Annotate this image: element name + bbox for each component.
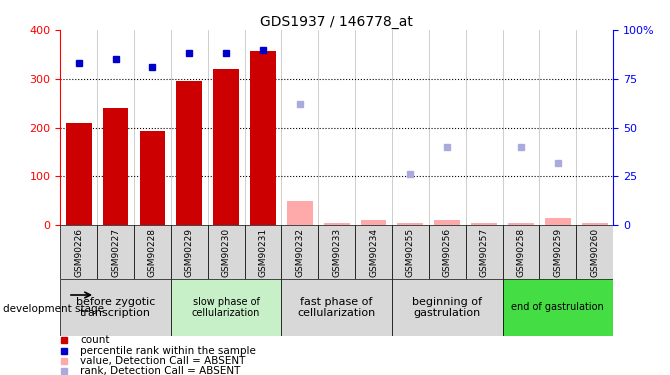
Text: GSM90226: GSM90226 <box>74 228 83 277</box>
Bar <box>97 225 134 279</box>
Bar <box>502 225 539 279</box>
Bar <box>171 279 281 336</box>
Bar <box>582 223 608 225</box>
Text: end of gastrulation: end of gastrulation <box>511 303 604 312</box>
Bar <box>245 225 281 279</box>
Bar <box>539 225 576 279</box>
Bar <box>429 225 466 279</box>
Text: GSM90233: GSM90233 <box>332 228 341 277</box>
Bar <box>466 225 502 279</box>
Text: GSM90228: GSM90228 <box>148 228 157 277</box>
Bar <box>471 223 497 225</box>
Text: GSM90260: GSM90260 <box>590 228 599 277</box>
Bar <box>60 279 171 336</box>
Text: GSM90230: GSM90230 <box>222 228 230 277</box>
Title: GDS1937 / 146778_at: GDS1937 / 146778_at <box>260 15 413 29</box>
Bar <box>213 69 239 225</box>
Bar <box>103 108 129 225</box>
Text: slow phase of
cellularization: slow phase of cellularization <box>192 297 261 318</box>
Text: development stage: development stage <box>3 304 105 314</box>
Bar <box>434 220 460 225</box>
Bar <box>324 223 350 225</box>
Text: rank, Detection Call = ABSENT: rank, Detection Call = ABSENT <box>80 366 241 375</box>
Bar <box>355 225 392 279</box>
Bar <box>508 223 534 225</box>
Text: percentile rank within the sample: percentile rank within the sample <box>80 346 256 355</box>
Bar <box>392 225 429 279</box>
Text: beginning of
gastrulation: beginning of gastrulation <box>412 297 482 318</box>
Bar <box>176 81 202 225</box>
Bar <box>139 131 165 225</box>
Text: count: count <box>80 335 110 345</box>
Bar <box>576 225 613 279</box>
Bar <box>66 123 92 225</box>
Bar <box>60 225 97 279</box>
Bar <box>392 279 502 336</box>
Text: GSM90234: GSM90234 <box>369 228 378 277</box>
Text: GSM90257: GSM90257 <box>480 228 488 277</box>
Text: GSM90231: GSM90231 <box>259 228 267 277</box>
Text: before zygotic
transcription: before zygotic transcription <box>76 297 155 318</box>
Bar <box>502 279 613 336</box>
Bar <box>397 223 423 225</box>
Bar <box>545 217 571 225</box>
Text: GSM90232: GSM90232 <box>295 228 304 277</box>
Text: value, Detection Call = ABSENT: value, Detection Call = ABSENT <box>80 356 246 366</box>
Text: GSM90229: GSM90229 <box>185 228 194 277</box>
Bar <box>208 225 245 279</box>
Text: GSM90256: GSM90256 <box>443 228 452 277</box>
Bar <box>281 279 392 336</box>
Text: fast phase of
cellularization: fast phase of cellularization <box>297 297 376 318</box>
Bar <box>360 220 387 225</box>
Text: GSM90255: GSM90255 <box>406 228 415 277</box>
Text: GSM90227: GSM90227 <box>111 228 120 277</box>
Bar <box>287 201 313 225</box>
Text: GSM90259: GSM90259 <box>553 228 562 277</box>
Bar <box>318 225 355 279</box>
Bar <box>171 225 208 279</box>
Text: GSM90258: GSM90258 <box>517 228 525 277</box>
Bar <box>250 51 276 225</box>
Bar <box>134 225 171 279</box>
Bar <box>281 225 318 279</box>
